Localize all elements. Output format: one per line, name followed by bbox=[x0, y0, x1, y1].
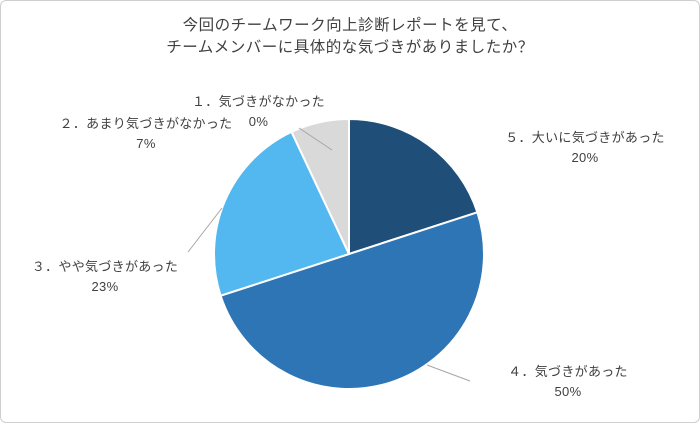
slice-label-1-pct: 0% bbox=[248, 114, 269, 129]
slice-label-2: ２．あまり気づきがなかった 7% bbox=[35, 114, 257, 154]
slice-label-3: ３．やや気づきがあった 23% bbox=[9, 257, 201, 297]
pie-slice-2 bbox=[290, 118, 350, 255]
leader-line-slice-1 bbox=[298, 127, 333, 151]
slice-label-2-text: ２．あまり気づきがなかった bbox=[59, 116, 233, 131]
slice-label-2-pct: 7% bbox=[136, 136, 156, 151]
slice-label-4-pct: 50% bbox=[554, 384, 582, 399]
slice-label-1-text: １．気づきがなかった bbox=[191, 94, 325, 109]
leader-line-slice-4 bbox=[426, 364, 471, 382]
slice-label-5-pct: 20% bbox=[571, 150, 599, 165]
slice-label-5: ５．大いに気づきがあった 20% bbox=[485, 128, 685, 168]
chart-title-line1: 今回のチームワーク向上診断レポートを見て、 bbox=[182, 17, 518, 34]
slice-label-4: ４．気づきがあった 50% bbox=[479, 362, 657, 402]
slice-label-1: １．気づきがなかった 0% bbox=[176, 92, 341, 132]
pie-slice-4 bbox=[219, 211, 485, 390]
pie-slices bbox=[213, 118, 485, 390]
slice-label-4-text: ４．気づきがあった bbox=[508, 364, 628, 379]
pie-slice-5 bbox=[348, 118, 479, 255]
leader-line-slice-3 bbox=[187, 207, 223, 253]
slice-label-3-text: ３．やや気づきがあった bbox=[31, 259, 179, 274]
slice-label-5-text: ５．大いに気づきがあった bbox=[505, 130, 665, 145]
chart-title: 今回のチームワーク向上診断レポートを見て、 チームメンバーに具体的な気づきがあり… bbox=[1, 15, 699, 59]
slice-label-3-pct: 23% bbox=[91, 279, 119, 294]
chart-title-line2: チームメンバーに具体的な気づきがありましたか？ bbox=[166, 39, 534, 56]
pie-slice-3 bbox=[213, 130, 350, 297]
